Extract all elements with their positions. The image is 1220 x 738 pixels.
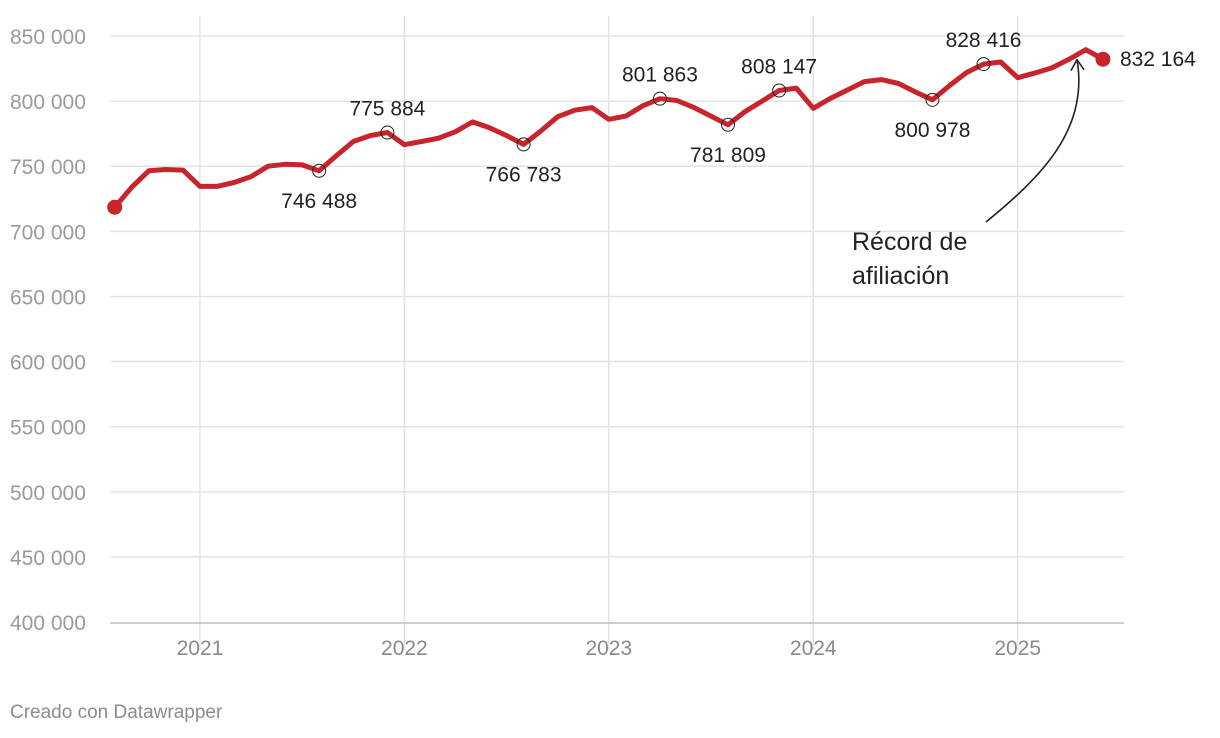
annotation-arrowhead: [1070, 58, 1085, 72]
y-tick-label: 500 000: [10, 482, 86, 505]
y-tick-label: 750 000: [10, 156, 86, 179]
x-tick-label: 2022: [381, 637, 428, 660]
annotation-text: afiliación: [852, 262, 949, 290]
y-gridlines: [110, 35, 1124, 558]
series-layer: [112, 47, 1106, 210]
highlight-marker: [516, 137, 531, 152]
y-tick-label: 450 000: [10, 547, 86, 570]
start-point-dot: [107, 199, 123, 215]
x-tick-label: 2021: [177, 637, 224, 660]
highlight-marker: [721, 117, 736, 132]
data-label: 781 809: [690, 144, 766, 167]
x-axis-ticks: 2021 2022 2023 2024 2025: [177, 637, 1041, 660]
data-label: 800 978: [894, 119, 970, 142]
y-tick-label: 700 000: [10, 221, 86, 244]
highlight-marker: [772, 83, 787, 98]
data-label: 775 884: [349, 98, 425, 121]
end-point-dot: [1095, 51, 1111, 67]
y-tick-label: 800 000: [10, 91, 86, 114]
x-tick-label: 2023: [585, 637, 632, 660]
y-tick-label: 600 000: [10, 352, 86, 375]
x-gridlines: [199, 16, 1019, 650]
x-tick-label: 2025: [994, 637, 1041, 660]
y-tick-label: 650 000: [10, 286, 86, 309]
data-label: 808 147: [741, 56, 817, 79]
y-tick-label: 850 000: [10, 26, 86, 49]
end-data-label: 832 164: [1120, 48, 1196, 71]
highlight-marker: [380, 125, 395, 140]
data-label: 828 416: [946, 29, 1022, 52]
data-markers: [107, 51, 1111, 215]
highlight-marker: [312, 163, 327, 178]
data-label: 801 863: [622, 64, 698, 87]
highlight-marker: [925, 92, 940, 107]
data-label: 766 783: [486, 163, 562, 186]
annotation-arrow: [985, 59, 1080, 223]
series-line: [112, 47, 1106, 210]
credit-text: Creado con Datawrapper: [10, 702, 223, 723]
y-tick-label: 400 000: [10, 612, 86, 635]
annotation-text: Récord de: [852, 228, 967, 256]
data-labels: 746 488 775 884 766 783 801 863 781 809 808 1…: [281, 29, 1196, 213]
highlight-marker: [652, 91, 667, 106]
x-tick-label: 2024: [790, 637, 837, 660]
highlight-marker: [976, 57, 991, 72]
y-tick-label: 550 000: [10, 417, 86, 440]
y-axis-ticks: 400 000 450 000 500 000 550 000 600 000 650 0…: [10, 26, 86, 635]
annotation: Récord de afiliación: [852, 58, 1085, 290]
data-label: 746 488: [281, 190, 357, 213]
